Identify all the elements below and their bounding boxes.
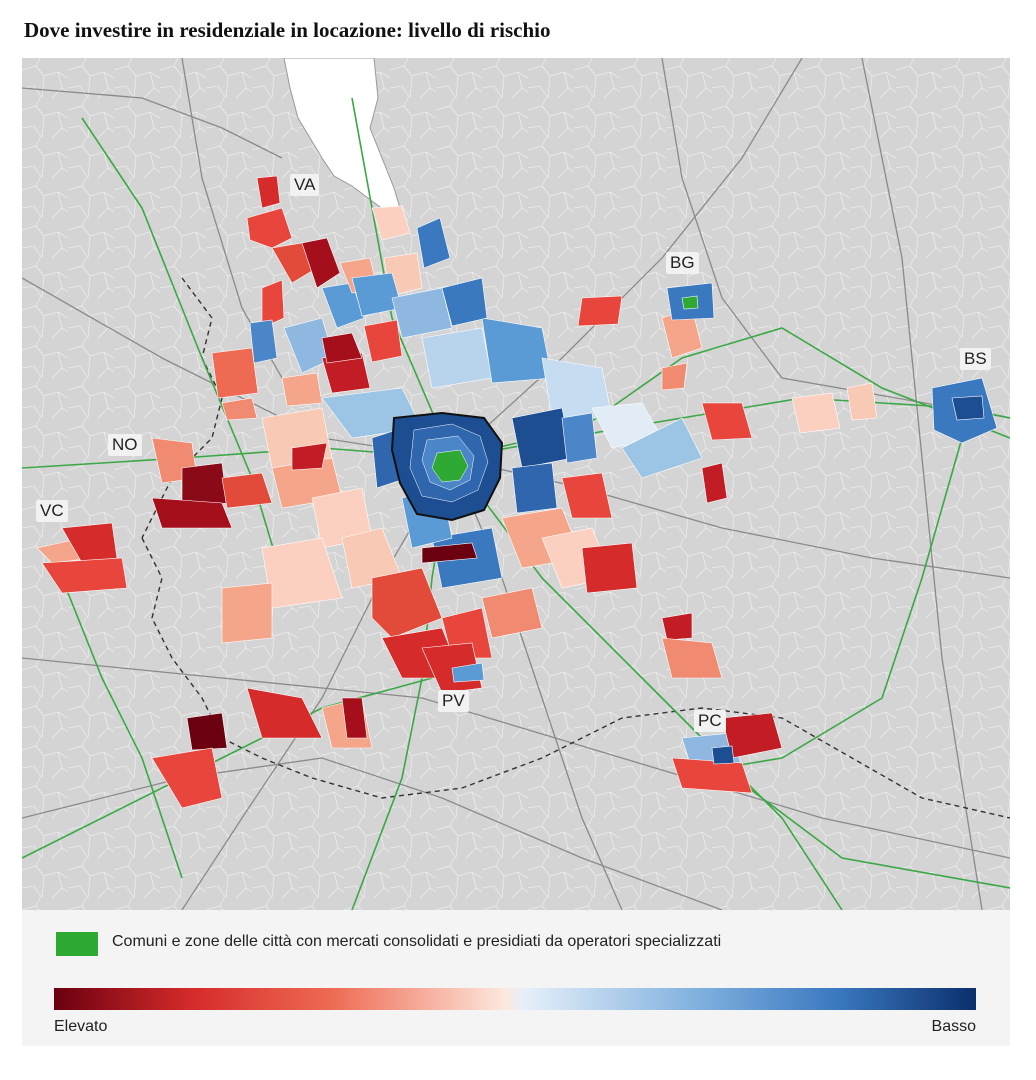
consolidated-market-swatch [56,932,98,956]
risk-high-label: Elevato [54,1018,108,1035]
legend: Comuni e zone delle città con mercati co… [22,910,1010,1046]
city-label-bs: BS [960,348,991,370]
city-label-vc: VC [36,500,68,522]
map-area[interactable]: VA BG BS NO VC PV PC [22,58,1010,910]
risk-zones [36,175,998,809]
risk-low-label: Basso [931,1018,976,1035]
city-label-va: VA [290,174,320,196]
choropleth-map [22,58,1010,910]
city-label-bg: BG [666,252,699,274]
lake [283,58,401,211]
consolidated-market-label: Comuni e zone delle città con mercati co… [112,933,722,950]
regional-border [141,537,1010,819]
city-label-pv: PV [438,690,469,712]
milan-core [390,411,504,522]
city-label-no: NO [108,434,142,456]
map-title: Dove investire in residenziale in locazi… [24,18,551,42]
regional-border-west [141,277,223,539]
city-label-pc: PC [694,710,726,732]
risk-gradient-bar [54,988,976,1010]
